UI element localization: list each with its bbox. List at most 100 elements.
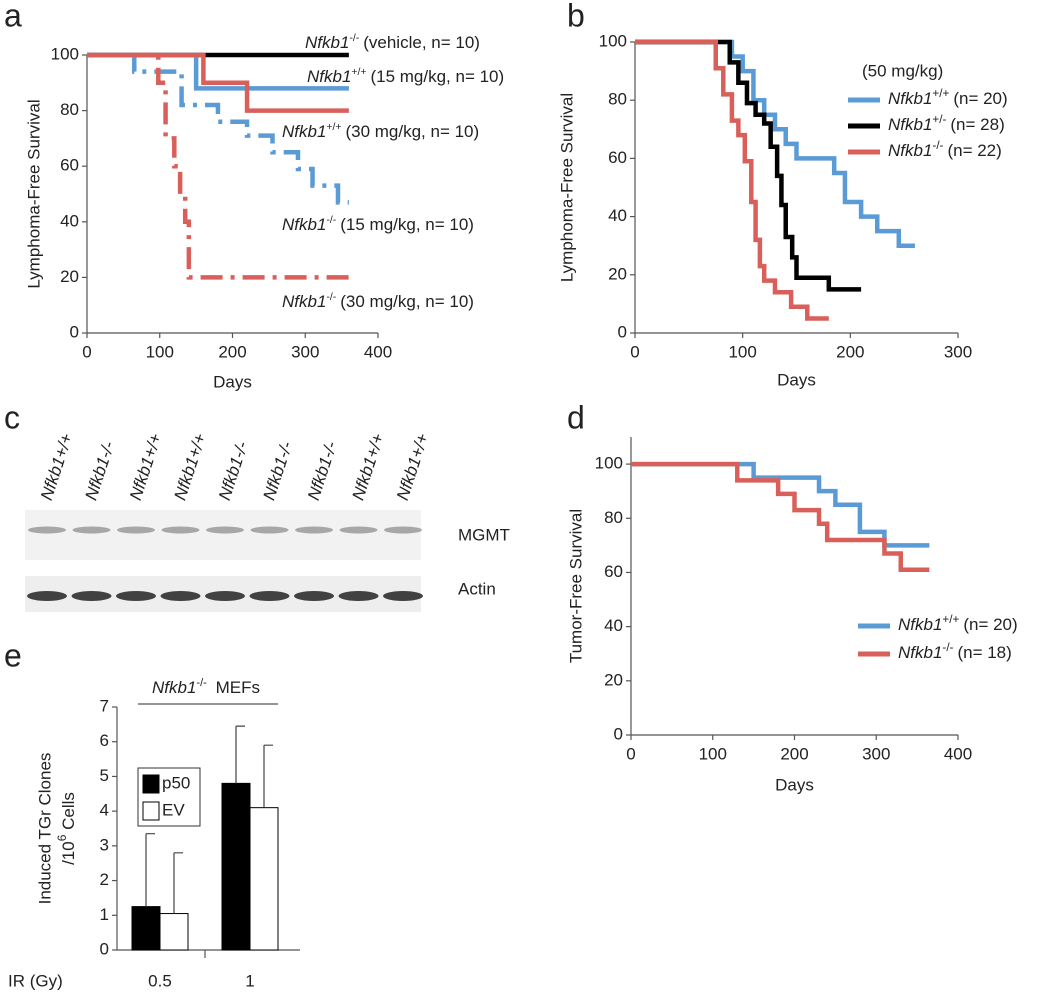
- y-tick-label: 3: [100, 835, 109, 854]
- actin-band: [294, 591, 334, 601]
- panel-label: a: [4, 0, 22, 33]
- x-tick-label: 300: [944, 342, 972, 361]
- x-tick-label: 100: [146, 342, 174, 361]
- survival-curve: [635, 39, 829, 321]
- curve-label: Nfkb1-/- (15 mg/kg, n= 10): [282, 215, 474, 234]
- actin-band: [205, 591, 245, 601]
- y-tick-label: 60: [608, 148, 627, 167]
- lane-label: Nfkb1-/-: [81, 439, 118, 503]
- x-tick-label: 400: [944, 744, 972, 763]
- x-tick-label: 200: [836, 342, 864, 361]
- lane-label: Nfkb1+/+: [126, 431, 165, 503]
- y-tick-label: 80: [604, 508, 623, 527]
- y-tick-label: 80: [608, 90, 627, 109]
- error-bar: [173, 852, 183, 914]
- gene-name: Nfkb1: [888, 89, 932, 108]
- y-tick-label: 4: [100, 801, 109, 820]
- survival-curve: [87, 52, 349, 280]
- gene-name: Nfkb1: [152, 678, 196, 697]
- mgmt-band: [28, 526, 66, 534]
- mgmt-band: [206, 526, 244, 534]
- survival-curve: [635, 39, 862, 292]
- mgmt-band: [117, 526, 155, 534]
- bar: [221, 782, 251, 951]
- y-tick-label: 40: [608, 206, 627, 225]
- y-tick-label: 60: [60, 156, 79, 175]
- mgmt-band: [339, 526, 378, 534]
- note: MEFs: [211, 678, 260, 697]
- y-tick-label: 0: [70, 322, 79, 341]
- y-tick-label: 20: [60, 267, 79, 286]
- y-tick-label: 1: [100, 905, 109, 924]
- panel-label: d: [567, 399, 585, 435]
- y-label-sup: 6: [55, 834, 69, 841]
- note: (n= 18): [957, 643, 1011, 662]
- x-tick-label: 400: [364, 342, 392, 361]
- annotation: (50 mg/kg): [862, 61, 943, 80]
- y-tick-label: 0: [100, 939, 109, 958]
- y-tick-label: 0: [618, 322, 627, 341]
- panel-label: e: [4, 637, 22, 673]
- survival-curve: [631, 461, 930, 572]
- legend-label: Nfkb1+/+ (n= 20): [898, 613, 1018, 635]
- y-tick-label: 2: [100, 870, 109, 889]
- group-label: Nfkb1-/- MEFs: [152, 677, 260, 698]
- x-tick-label: 300: [862, 744, 890, 763]
- blot-mgmt-strip: [25, 510, 421, 560]
- y-axis-label: /106 Cells: [55, 792, 78, 865]
- y-tick-label: 80: [60, 100, 79, 119]
- curve-label: Nfkb1+/+ (30 mg/kg, n= 10): [282, 122, 479, 141]
- note: (15 mg/kg, n= 10): [370, 67, 504, 86]
- band-label: MGMT: [458, 525, 510, 544]
- gene-name: Nfkb1: [307, 67, 351, 86]
- y-tick-label: 20: [608, 264, 627, 283]
- survival-curve: [87, 52, 349, 113]
- note: (30 mg/kg, n= 10): [345, 122, 479, 141]
- legend-label: Nfkb1-/- (n= 18): [898, 641, 1012, 663]
- mgmt-band: [295, 526, 333, 534]
- y-axis-label: Lymphoma-Free Survival: [557, 93, 576, 282]
- curve-label: Nfkb1-/- (30 mg/kg, n= 10): [282, 292, 474, 311]
- genotype: -/-: [932, 139, 943, 152]
- genotype: +/+: [932, 87, 949, 100]
- genotype: +/+: [942, 613, 959, 626]
- legend-box: [137, 767, 201, 827]
- survival-curve: [87, 52, 349, 205]
- y-tick-label: 0: [614, 724, 623, 743]
- y-axis-label: Tumor-Free Survival: [566, 509, 585, 663]
- note: (vehicle, n= 10): [363, 33, 480, 52]
- note: (n= 28): [950, 115, 1004, 134]
- y-tick-label: 6: [100, 731, 109, 750]
- x-tick-label: 100: [699, 744, 727, 763]
- legend-label: Nfkb1-/- (n= 22): [888, 139, 1002, 161]
- y-tick-label: 60: [604, 562, 623, 581]
- y-tick-label: 100: [51, 44, 79, 63]
- band-label: Actin: [458, 579, 496, 598]
- x-tick-label: 100: [728, 342, 756, 361]
- mgmt-band: [250, 526, 289, 534]
- gene-name: Nfkb1: [282, 215, 326, 234]
- note: (n= 22): [947, 141, 1001, 160]
- survival-curve: [635, 39, 915, 248]
- gene-name: Nfkb1: [888, 141, 932, 160]
- panel-label: b: [567, 0, 585, 33]
- genotype: -/-: [942, 641, 953, 654]
- y-tick-label: 5: [100, 766, 109, 785]
- x-tick-label: 0.5: [148, 971, 172, 990]
- legend-label: p50: [162, 773, 190, 792]
- error-bar: [145, 833, 155, 907]
- survival-curve: [631, 461, 930, 548]
- x-tick-label: 0: [626, 744, 635, 763]
- legend-swatch: [142, 774, 160, 794]
- x-axis-label: Days: [213, 372, 252, 391]
- x-tick-label: 1: [245, 971, 254, 990]
- actin-band: [383, 591, 423, 601]
- genotype: +/+: [326, 122, 341, 133]
- lane-label: Nfkb1+/+: [348, 431, 387, 503]
- note: (30 mg/kg, n= 10): [340, 292, 474, 311]
- y-tick-label: 100: [599, 31, 627, 50]
- mgmt-band: [72, 526, 111, 534]
- y-axis-label: Lymphoma-Free Survival: [24, 99, 43, 288]
- y-tick-label: 40: [604, 616, 623, 635]
